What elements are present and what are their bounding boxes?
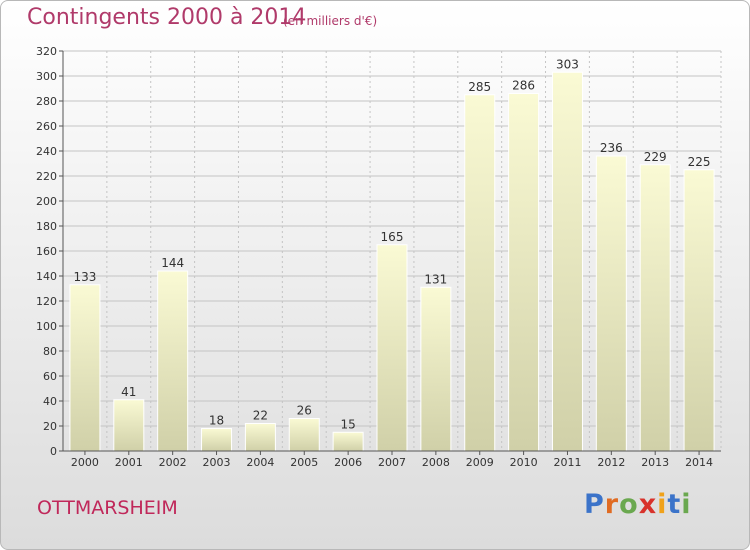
y-tick-label: 220	[36, 170, 57, 183]
x-tick-label: 2008	[422, 456, 450, 469]
bar-value-label: 26	[297, 404, 312, 418]
bar	[69, 284, 101, 452]
x-tick-label: 2011	[553, 456, 581, 469]
x-tick-label: 2006	[334, 456, 362, 469]
logo-letter: i	[657, 489, 668, 520]
x-tick-label: 2000	[71, 456, 99, 469]
y-tick-label: 160	[36, 245, 57, 258]
bar-value-label: 165	[381, 230, 404, 244]
bar	[420, 286, 452, 452]
y-tick-label: 20	[43, 420, 57, 433]
x-tick-label: 2005	[290, 456, 318, 469]
y-tick-label: 280	[36, 95, 57, 108]
bar-value-label: 18	[209, 414, 224, 428]
x-tick-label: 2010	[510, 456, 538, 469]
y-tick-label: 40	[43, 395, 57, 408]
bar-value-label: 229	[644, 150, 667, 164]
x-tick-label: 2014	[685, 456, 713, 469]
bar-value-label: 15	[340, 417, 355, 431]
bar-value-label: 41	[121, 385, 136, 399]
x-tick-label: 2013	[641, 456, 669, 469]
logo-letter: t	[667, 489, 682, 520]
bar	[639, 164, 671, 452]
commune-name: OTTMARSHEIM	[37, 497, 178, 519]
x-tick-label: 2004	[246, 456, 274, 469]
bar-value-label: 225	[688, 155, 711, 169]
bar-value-label: 286	[512, 79, 535, 93]
bar	[201, 428, 233, 452]
y-tick-label: 140	[36, 270, 57, 283]
bar	[683, 169, 715, 452]
logo-letter: r	[604, 489, 620, 520]
logo-letter: i	[681, 489, 692, 520]
bar-value-label: 236	[600, 141, 623, 155]
bar	[288, 418, 320, 452]
logo-letter: o	[619, 489, 639, 520]
bars: 133 41 144 18 22 26 15 165 131 285 286 303 236 229 225	[69, 57, 715, 452]
bar-value-label: 144	[161, 256, 184, 270]
bar	[464, 94, 496, 452]
x-tick-label: 2002	[159, 456, 187, 469]
bar-value-label: 131	[424, 272, 447, 286]
bar	[551, 71, 583, 452]
chart-subtitle: (en milliers d'€)	[283, 14, 378, 28]
bar-value-label: 22	[253, 409, 268, 423]
y-tick-label: 0	[50, 445, 57, 458]
bar-value-label: 133	[73, 270, 96, 284]
x-tick-label: 2009	[466, 456, 494, 469]
y-tick-label: 80	[43, 345, 57, 358]
x-tick-label: 2001	[115, 456, 143, 469]
y-tick-label: 120	[36, 295, 57, 308]
x-tick-label: 2012	[597, 456, 625, 469]
y-tick-label: 260	[36, 120, 57, 133]
x-tick-label: 2003	[203, 456, 231, 469]
bar	[508, 93, 540, 452]
bar	[376, 244, 408, 452]
bar	[157, 270, 189, 452]
bar	[595, 155, 627, 452]
x-tick-label: 2007	[378, 456, 406, 469]
bar	[244, 423, 276, 452]
bar-value-label: 285	[468, 80, 491, 94]
y-tick-label: 180	[36, 220, 57, 233]
bar-value-label: 303	[556, 57, 579, 71]
y-tick-label: 300	[36, 70, 57, 83]
axes: 0 20 40 60 80 100 120 140 160 180 200 220 240 260 280 3…	[36, 45, 721, 469]
y-tick-label: 320	[36, 45, 57, 58]
y-tick-label: 60	[43, 370, 57, 383]
logo-letter: P	[584, 489, 605, 520]
chart-title: Contingents 2000 à 2014	[27, 5, 307, 30]
y-tick-label: 240	[36, 145, 57, 158]
bar	[113, 399, 145, 452]
bar	[332, 431, 364, 452]
y-tick-label: 100	[36, 320, 57, 333]
proxiti-logo[interactable]: Proxiti	[584, 489, 692, 520]
logo-letter: x	[638, 489, 658, 520]
y-tick-label: 200	[36, 195, 57, 208]
